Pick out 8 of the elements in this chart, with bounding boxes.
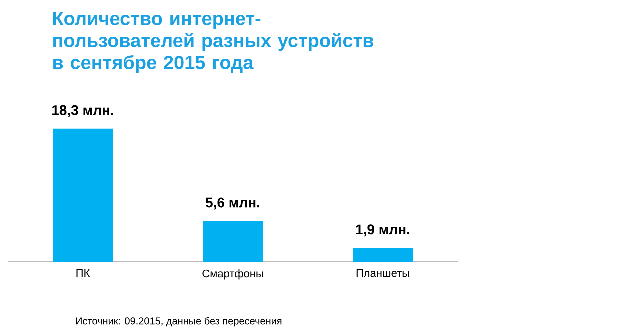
data-label: 1,9 млн. — [356, 224, 410, 237]
x-tick-label: Смартфоны — [202, 270, 264, 280]
x-tick-label: ПК — [76, 270, 90, 278]
data-label: 5,6 млн. — [206, 198, 260, 210]
chart-title: Количество интернет-пользователей разных устройств в сентябре 2015 года — [53, 12, 374, 74]
text: Источник: 09.2015, данные без пересечения — [76, 317, 282, 327]
data-label: 18,3 млн. — [52, 105, 114, 118]
x-tick-label: Планшеты — [356, 270, 410, 278]
